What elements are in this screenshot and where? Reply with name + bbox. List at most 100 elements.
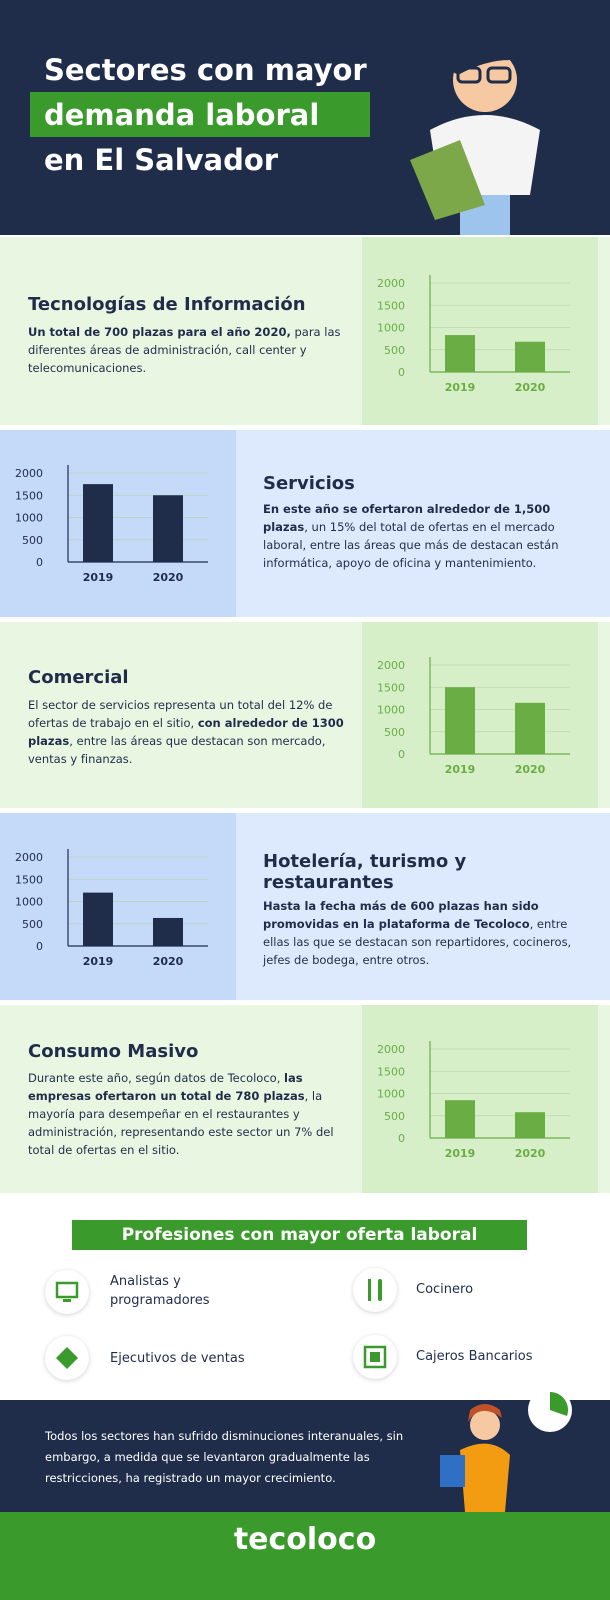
y-tick-label: 2000	[15, 467, 43, 480]
illustration	[440, 1388, 572, 1512]
x-tick-label: 2019	[445, 763, 476, 776]
y-tick-label: 0	[398, 748, 405, 761]
section: Hotelería, turismo y restaurantes Hasta …	[0, 813, 610, 1000]
header: Sectores con mayor demanda laboral en El…	[0, 0, 610, 235]
y-tick-label: 1000	[377, 1088, 405, 1101]
bar-chart: 0 500 1000 1500 2000 2019 2020	[377, 1041, 570, 1160]
bar	[153, 917, 183, 946]
body-bold: En este año se ofertaron alrededor de 1,…	[263, 502, 551, 534]
y-tick-label: 500	[384, 344, 405, 357]
footer-text: Todos los sectores han sufrido disminuci…	[45, 1429, 404, 1485]
chart-panel	[362, 1005, 598, 1193]
bar-chart: 0 500 1000 1500 2000 2019 2020	[15, 849, 208, 968]
body-text: , la mayoría para desempeñar en el resta…	[28, 1089, 334, 1157]
section-heading: Consumo Masivo	[28, 1041, 199, 1062]
icon	[353, 1335, 397, 1379]
y-tick-label: 1500	[377, 681, 405, 694]
footer: Todos los sectores han sufrido disminuci…	[0, 1388, 610, 1512]
profession: Ejecutivos de ventas	[110, 1351, 245, 1366]
body-bold: Hasta la fecha más de 600 plazas han sid…	[263, 899, 539, 931]
section-heading: Comercial	[28, 667, 129, 688]
y-tick-label: 2000	[377, 1043, 405, 1056]
x-tick-label: 2020	[515, 1147, 546, 1160]
y-tick-label: 0	[398, 366, 405, 379]
chart-panel	[362, 237, 598, 425]
y-tick-label: 2000	[377, 277, 405, 290]
section-body: Un total de 700 plazas para el año 2020,…	[28, 323, 348, 377]
section: Tecnologías de Información Un total de 7…	[0, 237, 610, 425]
y-tick-label: 1500	[377, 1065, 405, 1078]
icon	[45, 1270, 89, 1314]
chart-panel	[0, 430, 236, 617]
x-tick-label: 2019	[445, 1147, 476, 1160]
y-tick-label: 500	[384, 1110, 405, 1123]
y-tick-label: 2000	[377, 659, 405, 672]
y-tick-label: 1000	[15, 512, 43, 525]
x-tick-label: 2020	[515, 381, 546, 394]
bar	[83, 892, 113, 946]
bar-chart: 0 500 1000 1500 2000 2019 2020	[377, 275, 570, 394]
y-tick-label: 1500	[377, 299, 405, 312]
y-tick-label: 500	[22, 534, 43, 547]
title-line: en El Salvador	[44, 143, 279, 177]
y-tick-label: 1000	[377, 704, 405, 717]
body-bold: con alrededor de 1300 plazas	[28, 716, 344, 748]
y-tick-label: 0	[36, 940, 43, 953]
bar	[153, 495, 183, 562]
logo: tecoloco	[0, 1512, 610, 1600]
section-heading: Hotelería, turismo y restaurantes	[263, 851, 467, 893]
icon	[353, 1268, 397, 1312]
profession: Cocinero	[416, 1282, 474, 1297]
bar	[445, 335, 475, 372]
y-tick-label: 0	[36, 556, 43, 569]
x-tick-label: 2019	[83, 571, 114, 584]
y-tick-label: 500	[22, 918, 43, 931]
bar	[445, 1100, 475, 1138]
title-line: demanda laboral	[44, 98, 320, 132]
y-tick-label: 1500	[15, 873, 43, 886]
body-text: El sector de servicios representa un tot…	[28, 698, 333, 730]
y-tick-label: 0	[398, 1132, 405, 1145]
bar	[445, 687, 475, 754]
body-text: para las diferentes áreas de administrac…	[28, 325, 341, 375]
chart-panel	[0, 813, 236, 1000]
y-tick-label: 1000	[377, 322, 405, 335]
y-tick-label: 1500	[15, 489, 43, 502]
x-tick-label: 2019	[83, 955, 114, 968]
y-tick-label: 1000	[15, 896, 43, 909]
section: Consumo Masivo Durante este año, según d…	[0, 1005, 610, 1193]
x-tick-label: 2020	[515, 763, 546, 776]
profession: Cajeros Bancarios	[416, 1349, 533, 1364]
bar	[515, 1112, 545, 1138]
section-body: Durante este año, según datos de Tecoloc…	[28, 1069, 348, 1159]
body-bold: Un total de 700 plazas para el año 2020,	[28, 325, 291, 339]
bar-chart: 0 500 1000 1500 2000 2019 2020	[15, 465, 208, 584]
bar	[515, 341, 545, 372]
section: Servicios En este año se ofertaron alred…	[0, 430, 610, 617]
x-tick-label: 2020	[153, 955, 184, 968]
professions-title: Profesiones con mayor oferta laboral	[72, 1220, 527, 1250]
y-tick-label: 500	[384, 726, 405, 739]
profession: Analistas y programadores	[110, 1274, 210, 1308]
body-text: , entre las áreas que destacan son merca…	[28, 734, 326, 766]
body-text: , entre ellas las que se destacan son re…	[263, 917, 572, 967]
bar	[83, 484, 113, 562]
icon	[45, 1336, 89, 1380]
body-text: Durante este año, según datos de Tecoloc…	[28, 1071, 285, 1085]
section-body: Hasta la fecha más de 600 plazas han sid…	[263, 897, 585, 969]
title-highlight	[30, 92, 370, 137]
bar-chart: 0 500 1000 1500 2000 2019 2020	[377, 657, 570, 776]
x-tick-label: 2020	[153, 571, 184, 584]
section-body: En este año se ofertaron alrededor de 1,…	[263, 500, 585, 572]
x-tick-label: 2019	[445, 381, 476, 394]
body-bold: las empresas ofertaron un total de 780 p…	[28, 1071, 305, 1103]
illustration	[410, 36, 540, 235]
section-body: El sector de servicios representa un tot…	[28, 696, 348, 768]
y-tick-label: 2000	[15, 851, 43, 864]
section: Comercial El sector de servicios represe…	[0, 622, 610, 808]
section-heading: Servicios	[263, 473, 355, 494]
body-text: , un 15% del total de ofertas en el merc…	[263, 520, 559, 570]
section-heading: Tecnologías de Información	[28, 294, 306, 315]
